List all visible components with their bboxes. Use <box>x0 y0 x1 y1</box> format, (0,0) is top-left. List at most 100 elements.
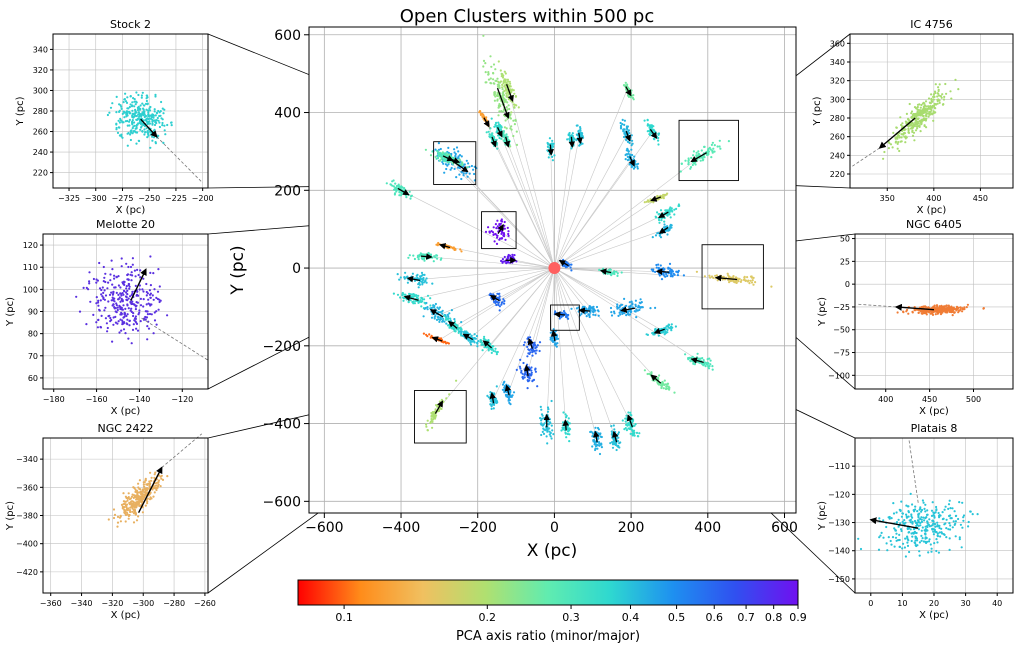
inset-star-point <box>134 488 137 491</box>
inset-star-point <box>105 322 108 325</box>
cluster-star-point <box>391 180 394 183</box>
inset-star-point <box>146 502 149 505</box>
main-x-tick-label: −400 <box>382 520 420 536</box>
cluster-star-point <box>570 147 573 150</box>
cluster-star-point <box>436 149 439 152</box>
cluster-star-point <box>527 352 530 355</box>
main-x-tick-label: 400 <box>694 520 721 536</box>
cluster-star-point <box>503 380 506 383</box>
cluster-star-point <box>517 106 520 109</box>
cluster-star-point <box>529 336 532 339</box>
inset-star-point <box>111 268 114 271</box>
inset-star-point <box>143 485 146 488</box>
cluster-star-point <box>426 294 430 297</box>
cluster-star-point <box>402 299 405 302</box>
cluster-star-point <box>617 433 620 436</box>
cluster-star-point <box>591 445 594 448</box>
inset-star-point <box>121 292 124 295</box>
inset-star-point <box>104 294 108 297</box>
cluster-star-point <box>570 263 573 266</box>
cluster-star-point <box>554 310 557 313</box>
cluster-star-point <box>700 149 703 152</box>
cluster-star-point <box>453 320 456 323</box>
inset-star-point <box>137 273 140 277</box>
cluster-star-point <box>566 317 569 320</box>
inset-y-tick-label: 70 <box>28 352 38 361</box>
inset-y-tick-label: 220 <box>33 169 48 178</box>
colorbar: 0.1 0.2 0.3 0.4 0.5 0.6 0.7 0.8 0.9 PCA axis rat… <box>297 579 807 644</box>
sun-ray-line <box>554 267 588 312</box>
cluster-star-point <box>490 351 493 354</box>
inset-star-point <box>936 95 939 98</box>
cluster-star-point <box>490 141 493 144</box>
inset-star-point <box>147 114 150 118</box>
cluster-star-point <box>668 267 671 270</box>
cluster-star-point <box>679 170 682 173</box>
inset-star-point <box>133 121 136 124</box>
cluster-star-point <box>633 155 636 158</box>
inset-star-point <box>102 280 105 283</box>
cluster-star-point <box>421 298 424 301</box>
inset-star-point <box>162 112 165 115</box>
inset-star-point <box>98 261 101 265</box>
cluster-star-point <box>501 91 505 95</box>
inset-star-point <box>916 120 919 123</box>
cluster-star-point <box>709 148 712 151</box>
inset-star-point <box>134 495 137 498</box>
cluster-star-point <box>661 381 664 384</box>
inset-star-point <box>115 275 118 278</box>
inset-star-point <box>143 110 146 113</box>
cluster-star-point <box>695 151 698 154</box>
cluster-star-point <box>507 230 510 233</box>
cluster-star-point <box>493 403 496 406</box>
inset-star-point <box>161 121 164 125</box>
cluster-star-point <box>656 376 660 379</box>
cluster-star-point <box>445 317 448 320</box>
inset-star-point <box>905 136 908 139</box>
cluster-star-point <box>501 88 504 91</box>
cluster-star-point <box>449 168 452 171</box>
inset-star-point <box>129 502 132 505</box>
cluster-star-point <box>497 80 500 83</box>
cluster-star-point <box>541 430 544 433</box>
cluster-star-point <box>618 304 622 308</box>
cluster-star-point <box>623 123 626 126</box>
cluster-star-point <box>430 411 433 415</box>
cluster-star-point <box>513 103 516 106</box>
inset-star-point <box>154 471 157 474</box>
inset-star-point <box>149 271 152 274</box>
cluster-star-point <box>476 345 479 348</box>
cluster-star-point <box>452 247 455 250</box>
cluster-star-point <box>643 119 646 122</box>
cluster-star-point <box>503 126 506 129</box>
cluster-star-point <box>447 160 450 163</box>
inset-star-point <box>900 123 903 127</box>
cluster-star-point <box>433 306 436 309</box>
cluster-star-point <box>523 368 526 371</box>
cluster-star-point <box>521 375 524 378</box>
cluster-star-point <box>625 414 628 417</box>
cluster-star-point <box>455 176 458 179</box>
cluster-star-point <box>426 429 429 432</box>
colorbar-tick-label: 0.3 <box>562 611 580 624</box>
inset-star-point <box>99 299 102 302</box>
cluster-star-point <box>540 408 543 411</box>
cluster-star-point <box>505 106 508 109</box>
cluster-star-point <box>719 274 722 277</box>
cluster-star-point <box>435 404 438 407</box>
cluster-star-point <box>412 293 415 296</box>
inset-star-point <box>140 94 143 97</box>
inset-star-point <box>154 142 157 145</box>
cluster-star-point <box>739 280 743 283</box>
cluster-star-point <box>437 142 440 145</box>
cluster-star-point <box>495 303 498 307</box>
cluster-star-point <box>653 130 656 133</box>
cluster-star-point <box>457 150 460 153</box>
inset-star-point <box>161 478 165 481</box>
cluster-star-point <box>421 273 424 276</box>
cluster-star-point <box>568 433 571 436</box>
cluster-star-point <box>494 79 497 82</box>
cluster-star-point <box>669 327 672 330</box>
inset-star-point <box>166 475 169 478</box>
cluster-star-point <box>637 435 640 438</box>
